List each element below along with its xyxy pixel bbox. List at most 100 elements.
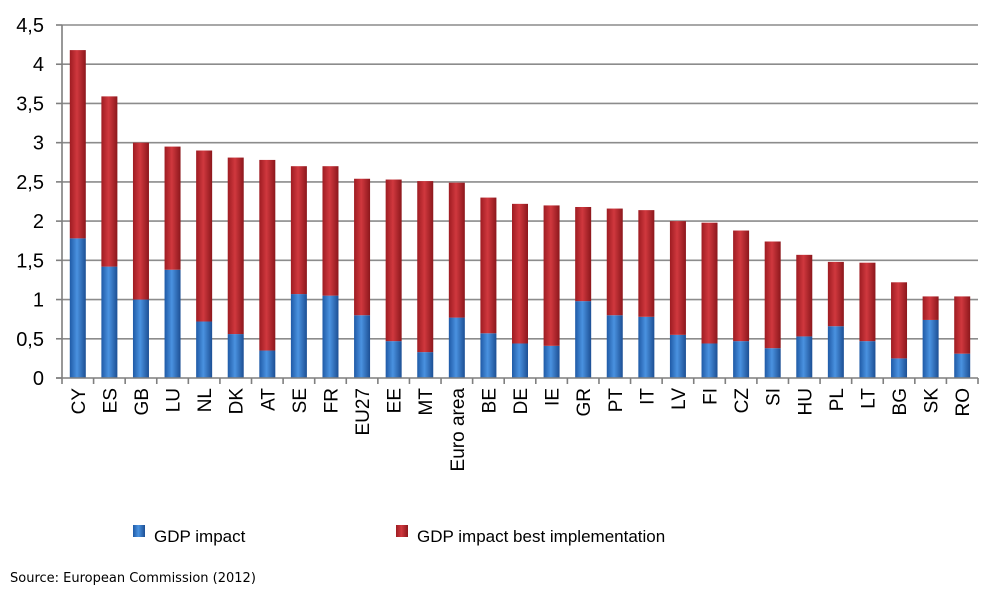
bar-gdp-impact-mt <box>417 352 434 378</box>
y-tick-label: 1 <box>33 290 44 312</box>
bar-gdp-impact-sk <box>922 319 939 378</box>
bar-gdp-impact-se <box>290 294 307 378</box>
x-tick-label: LV <box>669 388 690 410</box>
y-tick-label: 2,5 <box>16 172 44 194</box>
x-tick-label: DE <box>511 388 532 414</box>
bar-gdp-impact-ro <box>954 353 971 378</box>
y-tick-label: 0 <box>33 368 44 390</box>
x-tick-label: PL <box>827 388 848 411</box>
bar-gdp-impact-nl <box>196 321 213 378</box>
bar-gdp-impact-best-lt <box>859 262 876 342</box>
y-tick-label: 4,5 <box>16 15 44 37</box>
bar-gdp-impact-cz <box>733 341 750 378</box>
source-note: Source: European Commission (2012) <box>10 571 256 586</box>
bar-gdp-impact-best-nl <box>196 150 213 322</box>
bar-gdp-impact-best-at <box>259 159 276 351</box>
x-tick-label: IE <box>543 388 564 406</box>
x-tick-label: MT <box>416 388 437 416</box>
y-tick-label: 3,5 <box>16 93 44 115</box>
x-tick-label: SE <box>290 388 311 413</box>
x-tick-label: ES <box>100 388 121 413</box>
bar-gdp-impact-lu <box>164 269 181 378</box>
bar-gdp-impact-best-es <box>101 96 118 267</box>
bar-gdp-impact-eu27 <box>354 315 371 378</box>
bar-gdp-impact-fi <box>701 343 718 378</box>
legend: GDP impact GDP impact best implementatio… <box>133 525 665 546</box>
x-tick-label: AT <box>258 388 279 411</box>
bar-gdp-impact-best-be <box>480 197 497 334</box>
bar-gdp-impact-best-cz <box>733 230 750 342</box>
bar-gdp-impact-best-gb <box>132 142 149 300</box>
bar-gdp-impact-best-fi <box>701 222 718 344</box>
bar-gdp-impact-es <box>101 266 118 378</box>
bar-gdp-impact-best-sk <box>922 296 939 320</box>
x-tick-label: BG <box>890 388 911 415</box>
y-tick-label: 2 <box>33 211 44 233</box>
x-tick-label: LU <box>164 388 185 412</box>
bar-gdp-impact-best-ee <box>385 179 402 342</box>
bar-gdp-impact-bg <box>891 358 908 378</box>
bar-gdp-impact-pl <box>827 326 844 378</box>
gridlines <box>62 24 978 340</box>
y-axis-tick-labels: 0 0,5 1 1,5 2 2,5 3 3,5 4 4,5 <box>16 15 44 390</box>
bar-gdp-impact-best-euro-area <box>448 182 465 318</box>
bar-gdp-impact-ee <box>385 341 402 378</box>
bar-gdp-impact-best-dk <box>227 157 244 335</box>
bar-gdp-impact-euro-area <box>448 317 465 378</box>
x-tick-label: IT <box>637 388 658 405</box>
x-tick-label: EE <box>385 388 406 413</box>
x-tick-label: PT <box>606 388 627 413</box>
x-tick-label: GB <box>132 388 153 415</box>
bar-gdp-impact-pt <box>606 315 623 378</box>
bar-gdp-impact-best-lu <box>164 146 181 270</box>
x-tick-label: FR <box>321 388 342 413</box>
axes <box>56 24 979 384</box>
bar-gdp-impact-best-eu27 <box>354 178 371 316</box>
bar-gdp-impact-best-bg <box>891 282 908 359</box>
bar-gdp-impact-best-cy <box>69 50 86 239</box>
legend-label-gdp-impact-best: GDP impact best implementation <box>417 527 665 546</box>
bar-gdp-impact-best-lv <box>669 221 686 335</box>
x-tick-label: FI <box>701 388 722 405</box>
legend-label-gdp-impact: GDP impact <box>154 527 246 546</box>
bar-gdp-impact-hu <box>796 336 813 378</box>
bar-gdp-impact-gb <box>132 299 149 378</box>
x-axis-tick-labels: CY ES GB LU NL DK AT SE FR EU27 EE MT Euro area BE DE I… <box>69 388 974 472</box>
x-tick-label: NL <box>195 388 216 412</box>
x-tick-label: CZ <box>732 388 753 414</box>
bar-gdp-impact-si <box>764 348 781 378</box>
x-tick-label: Euro area <box>448 388 469 472</box>
bar-gdp-impact-best-it <box>638 210 655 317</box>
bars <box>69 50 971 378</box>
bar-gdp-impact-best-ro <box>954 296 971 354</box>
y-tick-label: 4 <box>33 54 44 76</box>
bar-gdp-impact-best-hu <box>796 254 813 337</box>
bar-gdp-impact-lt <box>859 341 876 378</box>
bar-gdp-impact-ie <box>543 345 560 378</box>
x-tick-label: DK <box>227 388 248 415</box>
bar-gdp-impact-at <box>259 350 276 378</box>
bar-gdp-impact-best-se <box>290 166 307 295</box>
bar-gdp-impact-best-pt <box>606 208 623 316</box>
x-tick-label: GR <box>574 388 595 417</box>
x-tick-label: BE <box>479 388 500 413</box>
bar-gdp-impact-gr <box>575 301 592 378</box>
bar-gdp-impact-de <box>512 343 528 378</box>
x-tick-label: RO <box>953 388 974 417</box>
bar-gdp-impact-cy <box>69 238 86 378</box>
bar-gdp-impact-best-fr <box>322 166 339 296</box>
x-tick-label: SI <box>764 388 785 406</box>
bar-gdp-impact-be <box>480 333 497 378</box>
x-tick-label: HU <box>795 388 816 415</box>
x-tick-label: SK <box>922 388 943 414</box>
y-tick-label: 3 <box>33 133 44 155</box>
y-tick-label: 0,5 <box>16 329 44 351</box>
bar-gdp-impact-best-de <box>512 203 528 344</box>
bar-gdp-impact-lv <box>669 334 686 378</box>
bar-gdp-impact-fr <box>322 295 339 378</box>
legend-swatch-gdp-impact-best <box>396 525 408 537</box>
x-tick-label: LT <box>858 388 879 409</box>
bar-gdp-impact-best-ie <box>543 205 560 346</box>
bar-gdp-impact-dk <box>227 334 244 378</box>
